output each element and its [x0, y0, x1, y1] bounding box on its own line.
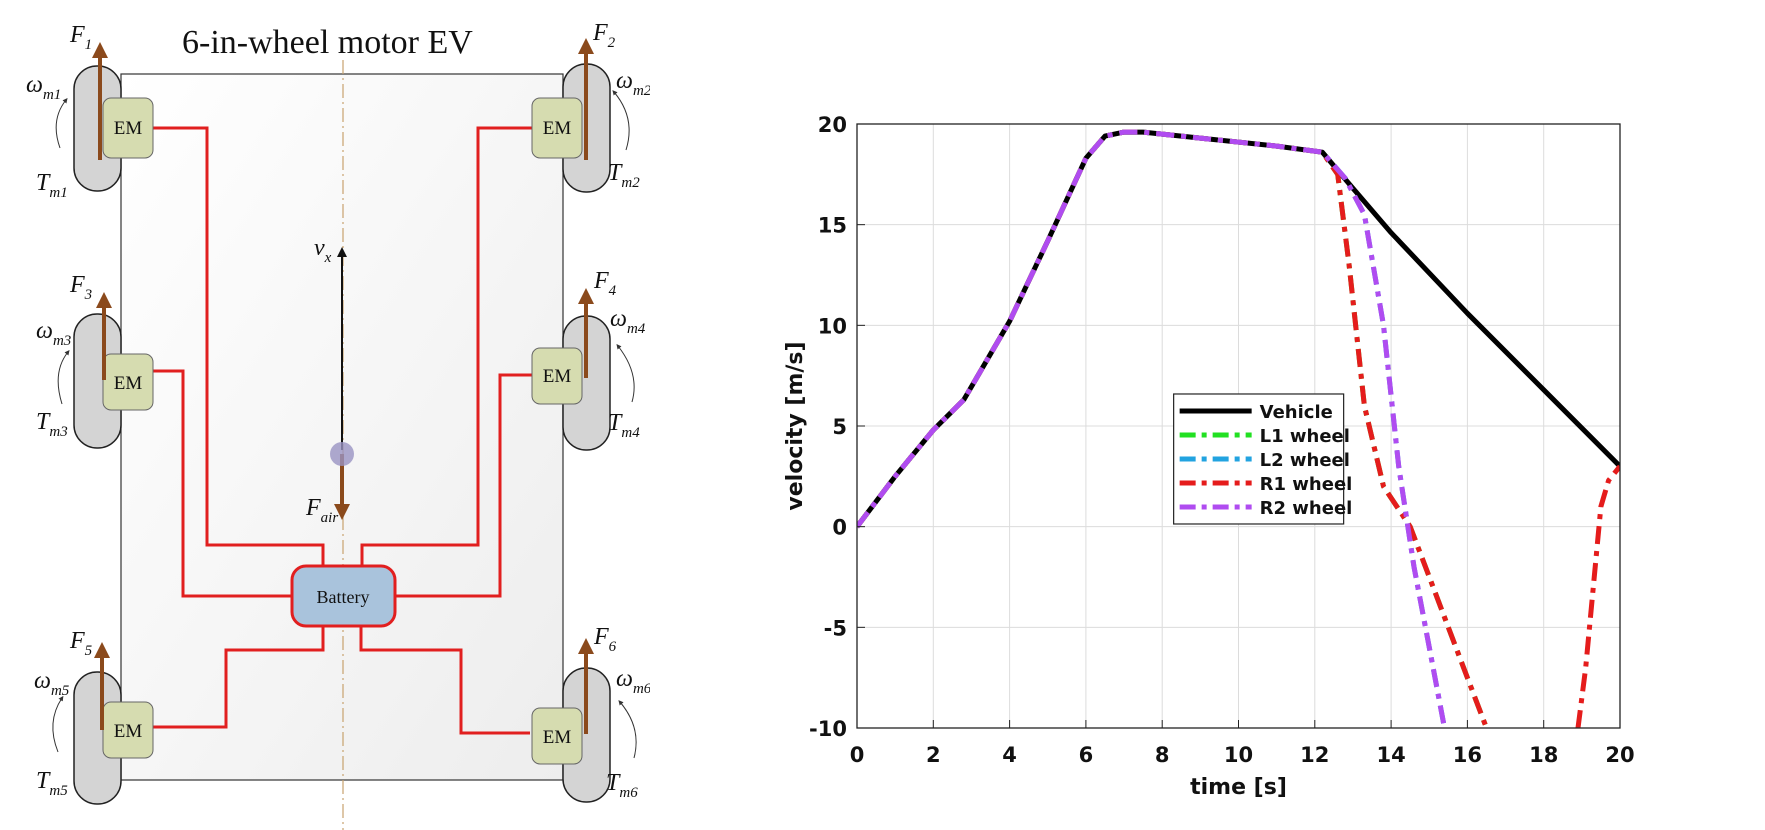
speed-label-1: ωm1 — [26, 72, 61, 103]
x-tick-label: 4 — [1002, 743, 1017, 767]
torque-label-4: Tm4 — [608, 410, 640, 441]
velocity-label: vx — [314, 235, 332, 266]
y-tick-label: -5 — [824, 616, 847, 640]
motor-label: EM — [543, 727, 572, 748]
force-label-2: F2 — [592, 20, 616, 51]
x-tick-label: 14 — [1376, 743, 1405, 767]
wheel-1: EM F1 ωm1 Tm1 — [26, 22, 154, 201]
force-label-5: F5 — [69, 628, 93, 659]
motor-label: EM — [114, 721, 143, 742]
torque-label-5: Tm5 — [36, 768, 68, 799]
legend-label: R2 wheel — [1260, 498, 1353, 519]
torque-label-2: Tm2 — [608, 160, 640, 191]
battery-label: Battery — [317, 587, 370, 607]
motor-4 — [531, 347, 583, 405]
rotation-arrow-1 — [55, 98, 68, 149]
speed-label-6: ωm6 — [616, 666, 650, 697]
rotation-arrow-3 — [57, 350, 70, 405]
y-tick-label: 20 — [818, 113, 847, 137]
x-tick-label: 0 — [850, 743, 865, 767]
wheel-3: EM F3 ωm3 Tm3 — [36, 272, 154, 449]
x-tick-label: 8 — [1155, 743, 1170, 767]
diagram-title: 6-in-wheel motor EV — [182, 24, 473, 61]
motor-label: EM — [114, 118, 143, 139]
series-line-4 — [857, 129, 1447, 728]
legend-label: Vehicle — [1260, 402, 1333, 423]
torque-label-3: Tm3 — [36, 409, 68, 440]
torque-label-6: Tm6 — [606, 770, 638, 801]
motor-label: EM — [543, 366, 572, 387]
x-tick-label: 18 — [1529, 743, 1558, 767]
motor-label: EM — [543, 118, 572, 139]
motor-label: EM — [114, 373, 143, 394]
force-label-3: F3 — [69, 272, 92, 303]
center-of-gravity — [330, 442, 354, 466]
legend: Vehicle L1 wheel L2 wheel R1 wheel R2 wheel — [1173, 393, 1353, 525]
series-line-5 — [1575, 464, 1620, 728]
power-lines — [150, 126, 532, 735]
y-tick-label: 15 — [818, 214, 847, 238]
speed-label-2: ωm2 — [616, 68, 650, 99]
rotation-arrow-4 — [616, 344, 635, 403]
motor-6 — [531, 707, 583, 765]
force-label-6: F6 — [593, 624, 617, 655]
tick-labels: 0 2 4 6 8 10 12 14 16 18 20 -10 -5 0 5 10 15 20 — [809, 113, 1635, 767]
rotation-arrow-6 — [618, 700, 637, 759]
y-tick-label: -10 — [809, 717, 847, 741]
rotation-arrow-2 — [612, 90, 630, 151]
speed-label-3: ωm3 — [36, 318, 71, 349]
x-tick-label: 12 — [1300, 743, 1329, 767]
legend-label: L2 wheel — [1260, 450, 1350, 471]
x-tick-label: 6 — [1079, 743, 1094, 767]
x-tick-label: 10 — [1224, 743, 1253, 767]
wheel-2: EM F2 ωm2 Tm2 — [531, 20, 650, 193]
x-tick-label: 20 — [1605, 743, 1634, 767]
speed-label-5: ωm5 — [34, 668, 70, 699]
x-tick-label: 2 — [926, 743, 941, 767]
ev-schematic: 6-in-wheel motor EV Battery vx Fair EM F… — [26, 20, 650, 830]
force-label-1: F1 — [69, 22, 92, 53]
rotation-arrow-5 — [52, 695, 64, 753]
y-tick-label: 10 — [818, 314, 847, 338]
chart-series — [857, 129, 1620, 728]
x-tick-label: 16 — [1453, 743, 1482, 767]
legend-label: L1 wheel — [1260, 426, 1350, 447]
motor-2 — [531, 97, 583, 159]
wheel-5: EM F5 ωm5 Tm5 — [34, 628, 154, 805]
torque-label-1: Tm1 — [36, 170, 68, 201]
speed-label-4: ωm4 — [610, 306, 646, 337]
y-tick-label: 5 — [832, 415, 847, 439]
air-force-label: Fair — [305, 495, 338, 526]
y-axis-label: velocity [m/s] — [783, 341, 808, 510]
force-label-4: F4 — [593, 268, 617, 299]
wheel-6: EM F6 ωm6 Tm6 — [531, 624, 650, 803]
wheel-4: EM F4 ωm4 Tm4 — [531, 268, 646, 451]
x-axis-label: time [s] — [1190, 775, 1287, 800]
y-tick-label: 0 — [832, 516, 847, 540]
legend-label: R1 wheel — [1260, 474, 1353, 495]
battery: Battery — [290, 564, 397, 628]
motor-3 — [102, 353, 154, 411]
motor-1 — [102, 97, 154, 159]
